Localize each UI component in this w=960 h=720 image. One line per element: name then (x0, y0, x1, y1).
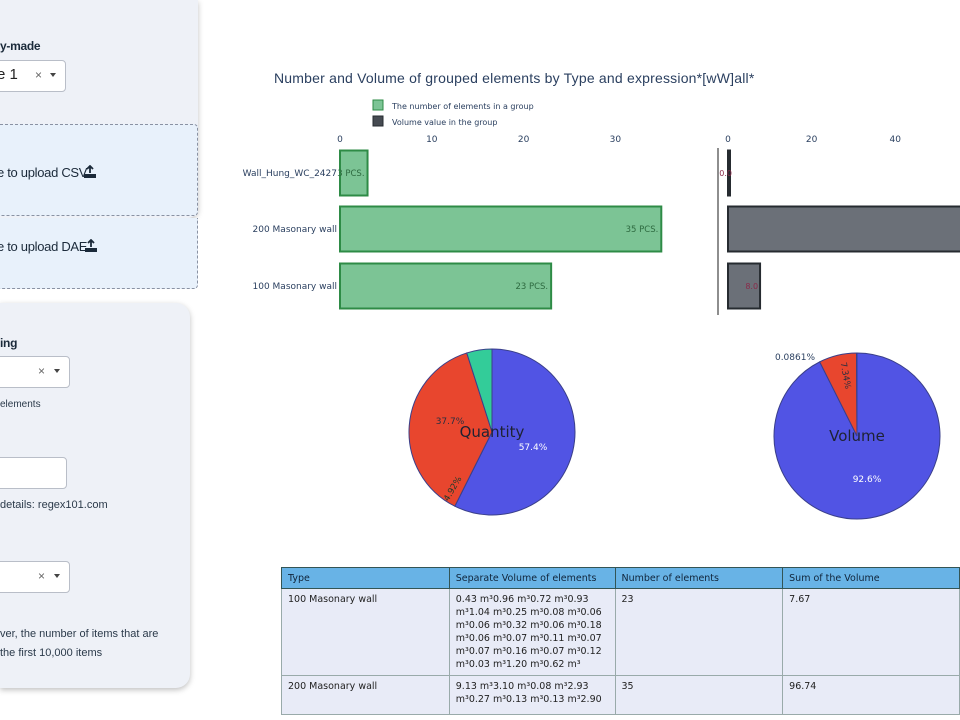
clear-icon[interactable]: × (38, 569, 46, 583)
upload-icon (84, 165, 96, 178)
table-cell-type: 200 Masonary wall (281, 675, 450, 715)
data-source-card: y-made e 1 × e to upload CSV (0, 0, 198, 218)
volume-bar (727, 149, 731, 197)
count-bar (339, 262, 553, 310)
ready-made-select-value: e 1 (0, 66, 18, 83)
chevron-down-icon[interactable] (54, 574, 60, 578)
volume-bar (727, 205, 960, 253)
pie-data-label: 57.4% (519, 443, 548, 453)
table-cell-type: 100 Masonary wall (281, 588, 450, 676)
x-tick-label: 10 (426, 135, 438, 145)
dae-upload-text: e to upload DAE (0, 239, 88, 254)
volume-line: m³0.03 m³1.20 m³0.62 m³ (455, 659, 581, 670)
regex-help-text: details: regex101.com (0, 499, 108, 511)
category-label: 100 Masonary wall (253, 282, 338, 292)
legend-volume-label: Volume value in the group (392, 118, 497, 127)
chart-title: Number and Volume of grouped elements by… (274, 70, 755, 86)
volume-pie-chart: 92.6% 7.34% 0.0861% Volume (773, 352, 941, 520)
x-tick-label: 0 (725, 135, 731, 145)
parameter-select[interactable]: × (0, 561, 70, 593)
pie-slice (454, 348, 576, 516)
items-note-line1: ver, the number of items that are (0, 628, 159, 640)
count-bar (339, 205, 663, 253)
clear-icon[interactable]: × (38, 364, 46, 378)
chart-legend: The number of elements in a group Volume… (372, 99, 534, 127)
table-row: 200 Masonary wall 9.13 m³3.10 m³0.08 m³2… (281, 675, 960, 715)
table-cell-sum: 7.67 (782, 588, 960, 676)
x-tick-label: 20 (806, 135, 818, 145)
volume-line: m³0.06 m³0.07 m³0.11 m³0.07 (455, 633, 602, 644)
x-tick-label: 20 (518, 135, 530, 145)
volume-data-label: 8.0 (745, 282, 758, 291)
grouping-card: ing × elements details: regex101.com × v… (0, 303, 190, 688)
legend-swatch-volume (372, 115, 384, 127)
table-row: 100 Masonary wall 0.43 m³0.96 m³0.72 m³0… (281, 588, 960, 676)
legend-swatch-count (372, 99, 384, 111)
upload-icon (85, 239, 97, 252)
count-data-label: 3 PCS. (337, 169, 364, 179)
table-cell-count: 23 (614, 588, 784, 676)
chevron-down-icon[interactable] (50, 73, 56, 77)
count-bar (339, 149, 369, 197)
pie-slice (466, 348, 493, 433)
volume-line: 9.13 m³3.10 m³0.08 m³2.93 (455, 681, 589, 692)
ready-made-select[interactable]: e 1 × (0, 60, 66, 92)
ready-made-label: y-made (0, 39, 41, 53)
volume-line: m³0.06 m³0.32 m³0.06 m³0.18 (455, 620, 602, 631)
pie-title: Volume (829, 427, 885, 445)
csv-upload-text: e to upload CSV (0, 165, 88, 180)
regex-input[interactable] (0, 457, 67, 489)
pie-slice (773, 352, 941, 520)
table-header-sum: Sum of the Volume (782, 567, 960, 589)
quantity-pie-chart: 57.4%37.7%4.92%Quantity (408, 348, 576, 516)
volume-data-label: 0.0 (719, 169, 732, 178)
category-label: Wall_Hung_WC_2427 (243, 169, 337, 179)
volume-line: m³1.04 m³0.25 m³0.08 m³0.06 (455, 607, 602, 618)
pie-slice (408, 352, 493, 507)
chart-area: The number of elements in a group Volume… (243, 99, 960, 520)
clear-icon[interactable]: × (35, 68, 43, 82)
volume-bar (727, 262, 762, 310)
x-tick-label: 30 (610, 135, 622, 145)
pie-data-label: 37.7% (436, 417, 465, 427)
items-note-line2: the first 10,000 items (0, 647, 103, 659)
x-tick-label: 40 (889, 135, 901, 145)
pie-data-label: 92.6% (853, 475, 882, 485)
csv-upload-dropzone[interactable]: e to upload CSV (0, 124, 198, 216)
grouping-helper-text: elements (0, 399, 41, 410)
table-cell-volumes: 9.13 m³3.10 m³0.08 m³2.93 m³0.27 m³0.13 … (448, 675, 616, 715)
pie-data-label: 7.34% (838, 361, 853, 389)
grouping-select[interactable]: × (0, 356, 70, 388)
grouping-label: ing (0, 336, 18, 350)
dae-upload-dropzone[interactable]: e to upload DAE (0, 218, 198, 289)
table-cell-count: 35 (614, 675, 784, 715)
table-cell-volumes: 0.43 m³0.96 m³0.72 m³0.93 m³1.04 m³0.25 … (448, 588, 616, 676)
count-bar-chart: 0 10 20 30 Wall_Hung_WC_2427 3 PCS. 200 Masona… (243, 135, 663, 310)
table-header-type: Type (281, 567, 450, 589)
count-data-label: 23 PCS. (515, 282, 548, 292)
table-header-count: Number of elements (614, 567, 784, 589)
volume-bar-chart: 0 20 40 0.0 8.0 (719, 135, 960, 310)
results-table: Type Separate Volume of elements Number … (281, 567, 960, 715)
table-header-volumes: Separate Volume of elements (448, 567, 616, 589)
table-cell-sum: 96.74 (782, 675, 960, 715)
category-label: 200 Masonary wall (253, 225, 338, 235)
volume-line: m³0.27 m³0.13 m³0.13 m³2.90 (455, 694, 602, 705)
pie-title: Quantity (460, 423, 525, 441)
volume-line: m³0.07 m³0.16 m³0.07 m³0.12 (455, 646, 602, 657)
count-data-label: 35 PCS. (626, 225, 659, 235)
chevron-down-icon[interactable] (54, 369, 60, 373)
legend-count-label: The number of elements in a group (391, 102, 534, 111)
pie-data-label: 0.0861% (775, 353, 815, 363)
volume-line: 0.43 m³0.96 m³0.72 m³0.93 (455, 594, 589, 605)
x-tick-label: 0 (337, 135, 343, 145)
